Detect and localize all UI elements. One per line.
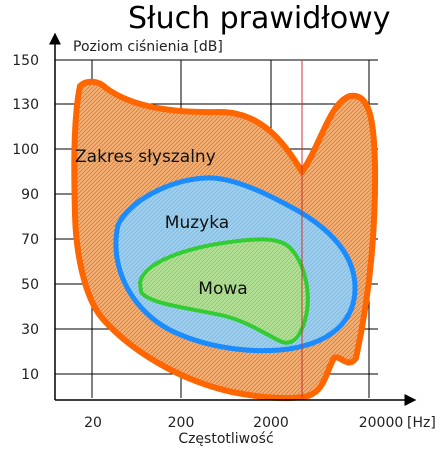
x-tick-label: 200	[168, 415, 195, 431]
diagram-title: Słuch prawidłowy	[128, 1, 390, 36]
music-label: Muzyka	[165, 213, 229, 233]
speech-region	[138, 237, 310, 345]
y-tick-label: 10	[21, 367, 39, 383]
y-tick-label: 90	[21, 187, 39, 203]
x-axis-label: Częstotliwość	[178, 431, 273, 447]
y-tick-label: 130	[12, 97, 39, 113]
speech-label: Mowa	[198, 279, 247, 299]
y-axis-label: Poziom ciśnienia [dB]	[73, 39, 223, 55]
hearing-range-label: Zakres słyszalny	[75, 147, 216, 167]
y-tick-label: 100	[12, 142, 39, 158]
x-tick-label: 2000	[253, 415, 289, 431]
x-tick-label: 20	[84, 415, 102, 431]
x-tick-labels: 20 200 2000 20000	[84, 415, 403, 431]
x-axis-unit: [Hz]	[407, 415, 436, 431]
y-tick-label: 70	[21, 232, 39, 248]
y-tick-label: 150	[12, 53, 39, 69]
x-tick-label: 20000	[359, 415, 404, 431]
y-tick-labels: 150 130 100 90 70 50 30 10	[12, 53, 39, 383]
y-tick-label: 30	[21, 322, 39, 338]
y-tick-label: 50	[21, 277, 39, 293]
